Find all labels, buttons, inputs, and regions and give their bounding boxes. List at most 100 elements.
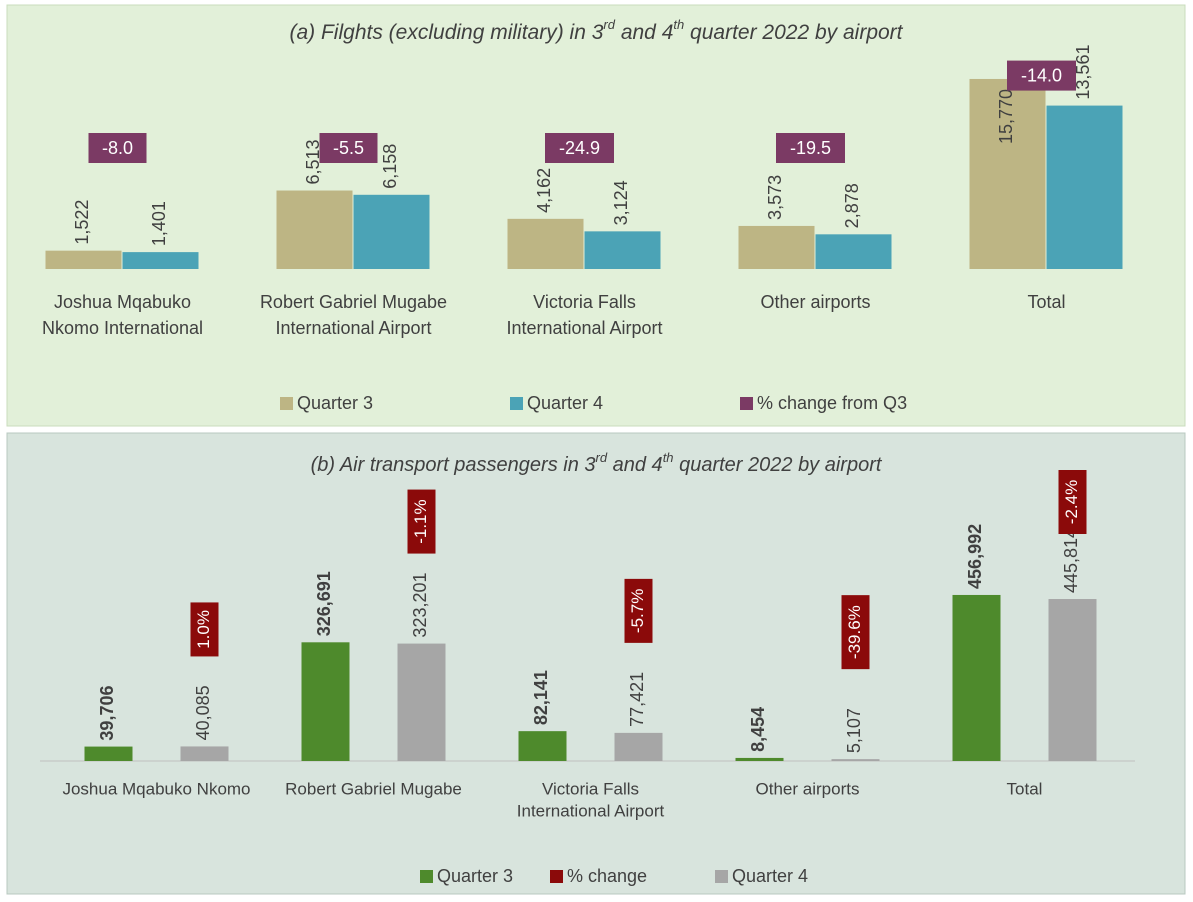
x-tick-label: International Airport [506,318,662,338]
bar [301,642,350,761]
panel-b [6,432,1186,895]
title-part: and 4 [615,21,673,44]
bar [353,194,430,269]
change-label: -19.5 [790,138,831,158]
legend-label: Quarter 4 [732,866,808,886]
legend-label: Quarter 4 [527,393,603,413]
x-tick-label: Victoria Falls [542,779,639,798]
data-label: 5,107 [844,708,864,753]
title-part: and 4 [607,454,663,476]
title-part: quarter 2022 by airport [674,454,883,476]
data-label: 445,814 [1061,528,1081,593]
x-tick-label: Robert Gabriel Mugabe [260,292,447,312]
bar [45,250,122,269]
bar [507,218,584,269]
bar [969,78,1046,269]
x-tick-label: Robert Gabriel Mugabe [285,779,462,798]
title-superscript: rd [596,450,608,465]
x-tick-label: Joshua Mqabuko [54,292,191,312]
x-tick-label: Total [1027,292,1065,312]
data-label: 6,513 [303,139,323,184]
legend-swatch [550,870,563,883]
title-superscript: th [673,17,684,32]
legend-swatch [280,397,293,410]
change-box [545,133,614,163]
bar [614,732,663,761]
legend-label: Quarter 3 [297,393,373,413]
title-superscript: rd [603,17,615,32]
change-label: 1.0% [194,610,213,649]
x-tick-label: Joshua Mqabuko Nkomo [62,779,250,798]
change-box [1058,470,1087,534]
x-tick-label: International Airport [275,318,431,338]
data-label: 326,691 [314,571,334,636]
data-label: 323,201 [410,572,430,637]
legend-swatch [715,870,728,883]
bar [397,643,446,761]
change-box [88,133,147,163]
chart-title: (b) Air transport passengers in 3rd and … [311,450,883,476]
bar [276,190,353,269]
data-label: 13,561 [1073,45,1093,100]
data-label: 82,141 [531,670,551,725]
bar [815,234,892,269]
change-label: -1.1% [411,499,430,543]
change-label: -5.7% [628,589,647,633]
data-label: 6,158 [380,144,400,189]
data-label: 2,878 [842,183,862,228]
legend-label: % change from Q3 [757,393,907,413]
change-box [407,489,436,554]
change-box [319,133,378,163]
bar [735,757,784,761]
legend-swatch [420,870,433,883]
change-box [776,133,845,163]
data-label: 3,573 [765,175,785,220]
bar [738,225,815,269]
bar [518,731,567,761]
data-label: 15,770 [996,89,1016,144]
bar [122,252,199,269]
legend-label: Quarter 3 [437,866,513,886]
change-label: -14.0 [1021,65,1062,85]
data-label: 40,085 [193,685,213,740]
x-tick-label: Victoria Falls [533,292,636,312]
change-label: -5.5 [333,138,364,158]
title-superscript: th [663,450,674,465]
bar [584,231,661,269]
change-box [624,578,653,643]
title-part: quarter 2022 by airport [684,21,903,44]
x-tick-label: International Airport [517,801,665,820]
legend-swatch [510,397,523,410]
x-tick-label: Total [1007,779,1043,798]
data-label: 1,401 [149,201,169,246]
change-label: -2.4% [1062,480,1081,524]
bar [831,759,880,761]
change-box [190,602,219,657]
x-tick-label: Nkomo International [42,318,203,338]
bar [952,594,1001,761]
chart-title: (a) Filghts (excluding military) in 3rd … [289,17,903,43]
change-label: -39.6% [845,605,864,659]
x-tick-label: Other airports [756,779,860,798]
bar [1046,105,1123,269]
data-label: 456,992 [965,524,985,589]
change-label: -8.0 [102,138,133,158]
bar [84,746,133,761]
data-label: 77,421 [627,672,647,727]
change-label: -24.9 [559,138,600,158]
data-label: 39,706 [97,686,117,741]
change-box [1007,60,1076,91]
data-label: 3,124 [611,180,631,225]
data-label: 1,522 [72,200,92,245]
title-part: (b) Air transport passengers in 3 [311,454,596,476]
x-tick-label: Other airports [760,292,870,312]
legend-label: % change [567,866,647,886]
bar [180,746,229,761]
title-part: (a) Filghts (excluding military) in 3 [289,21,603,44]
legend-swatch [740,397,753,410]
data-label: 8,454 [748,707,768,752]
bar [1048,599,1097,761]
change-box [841,595,870,670]
